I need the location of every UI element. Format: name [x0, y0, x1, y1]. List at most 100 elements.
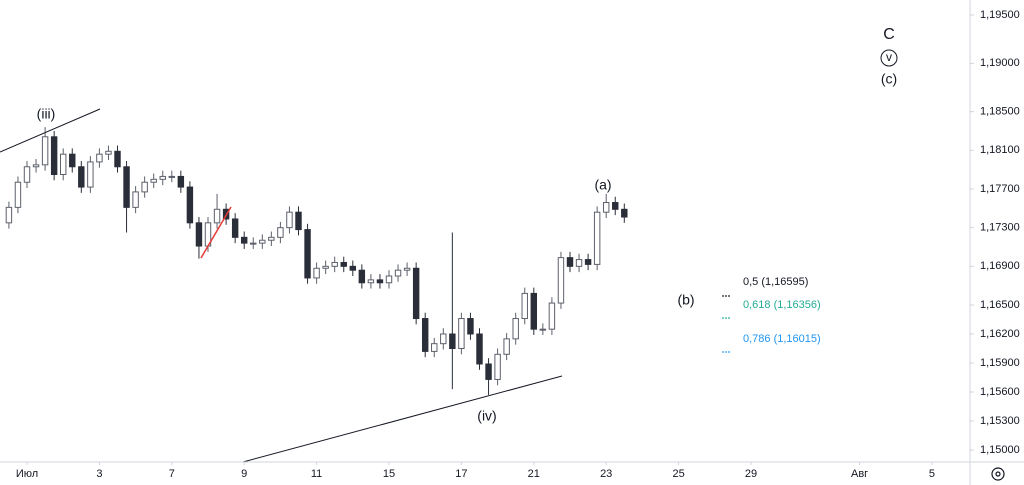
- x-tick-label: 17: [455, 468, 467, 480]
- candle-body: [32, 164, 40, 168]
- candle-body: [41, 136, 49, 166]
- x-tick-label: 3: [96, 468, 102, 480]
- candle-body: [159, 175, 166, 180]
- candle-body: [286, 211, 293, 229]
- candle-body: [132, 191, 139, 208]
- plot-area: [5, 127, 628, 395]
- fib-label: 0,618 (1,16356): [743, 299, 821, 311]
- candle-body: [548, 302, 556, 330]
- candle-body: [394, 269, 402, 277]
- candle-body: [50, 136, 58, 175]
- wave-label: (a): [594, 177, 611, 193]
- y-tick-label: 1,16900: [980, 260, 1020, 272]
- candle-body: [530, 292, 538, 330]
- candle-body: [304, 229, 311, 279]
- y-tick-label: 1,19000: [980, 57, 1020, 69]
- candle-body: [476, 333, 483, 365]
- candle-body: [322, 265, 329, 269]
- candle-body: [367, 279, 375, 284]
- y-tick-label: 1,19500: [980, 9, 1020, 21]
- candle-body: [593, 211, 601, 265]
- y-tick-label: 1,18100: [980, 144, 1020, 156]
- trend-line: [242, 375, 563, 463]
- candle-body: [114, 150, 121, 168]
- y-tick-label: 1,16200: [980, 328, 1020, 340]
- y-tick-label: 1,16500: [980, 299, 1020, 311]
- candle-body: [313, 267, 320, 279]
- red-line: [200, 206, 232, 259]
- candle-body: [412, 267, 420, 320]
- candle-body: [240, 236, 248, 244]
- wave-label: C: [883, 26, 895, 43]
- candle-body: [340, 261, 347, 267]
- candle-body: [259, 239, 266, 244]
- candle-body: [566, 257, 574, 267]
- candle-body: [621, 208, 628, 218]
- wave-label: (b): [677, 292, 694, 308]
- candle-body: [584, 259, 592, 265]
- x-tick-label: 25: [672, 468, 684, 480]
- x-tick-label: 23: [600, 468, 612, 480]
- x-tick-label: 29: [745, 468, 757, 480]
- candle-body: [331, 261, 338, 267]
- fib-label: 0,5 (1,16595): [743, 276, 808, 288]
- x-tick-label: Авг: [851, 468, 868, 480]
- candle-body: [431, 343, 438, 352]
- y-tick-label: 1,15600: [980, 386, 1020, 398]
- candle-body: [494, 353, 501, 380]
- wave-circle: [880, 49, 898, 67]
- x-tick-label: 11: [311, 468, 322, 480]
- candle-body: [150, 178, 157, 183]
- candle-body: [268, 236, 275, 241]
- candle-body: [5, 206, 13, 224]
- x-tick-label: 7: [169, 468, 175, 480]
- wave-label: (c): [881, 71, 897, 87]
- candle-body: [277, 227, 284, 238]
- candle-body: [59, 153, 67, 175]
- candle-body: [123, 166, 130, 208]
- candle-body: [575, 259, 583, 267]
- candle-body: [376, 279, 384, 284]
- candle-body: [449, 333, 456, 350]
- candle-body: [458, 318, 465, 350]
- candle-body: [485, 363, 492, 380]
- wave-label: v: [886, 50, 892, 64]
- candle-body: [96, 153, 103, 163]
- candle-body: [213, 208, 221, 224]
- candle-body: [557, 257, 565, 304]
- candle-body: [539, 328, 547, 331]
- y-tick-label: 1,18500: [980, 106, 1020, 118]
- y-tick-label: 1,17700: [980, 183, 1020, 195]
- settings-button[interactable]: [991, 467, 1005, 481]
- candle-body: [231, 218, 239, 238]
- candle-body: [521, 292, 528, 320]
- candle-body: [440, 333, 447, 345]
- candle-body: [612, 202, 619, 210]
- candle-body: [467, 318, 474, 335]
- candle-body: [141, 181, 148, 193]
- candle-body: [105, 150, 112, 155]
- x-tick-label: 21: [528, 468, 540, 480]
- x-tick-label: Июл: [16, 468, 38, 480]
- candle-body: [602, 202, 610, 213]
- fib-dots: [722, 295, 730, 353]
- candle-body: [177, 175, 185, 188]
- wave-label: (iv): [477, 408, 496, 424]
- candle-body: [87, 161, 94, 188]
- candle-body: [385, 275, 393, 284]
- y-tick-label: 1,15900: [980, 357, 1020, 369]
- candle-body: [195, 222, 203, 247]
- wave-label: (iii): [37, 106, 56, 122]
- y-tick-label: 1,15000: [980, 444, 1020, 456]
- candle-body: [186, 186, 194, 224]
- fib-label: 0,786 (1,16015): [743, 333, 821, 345]
- trend-line: [0, 108, 101, 153]
- candle-body: [250, 242, 257, 245]
- candle-body: [512, 318, 519, 340]
- candle-body: [421, 318, 429, 352]
- candle-body: [168, 175, 176, 178]
- x-tick-label: 9: [241, 468, 247, 480]
- candle-body: [349, 265, 357, 271]
- y-tick-label: 1,17300: [980, 222, 1020, 234]
